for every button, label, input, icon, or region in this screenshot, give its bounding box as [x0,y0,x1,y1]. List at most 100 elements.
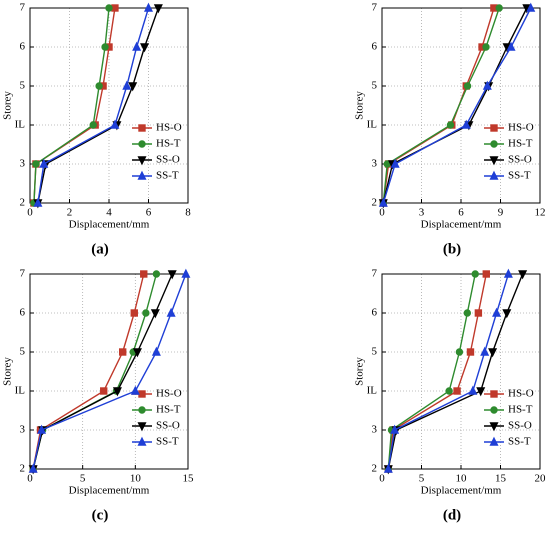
y-tick-label: 7 [372,2,378,14]
marker [130,385,140,395]
plot-frame [29,273,189,470]
legend-label: SS-T [156,436,179,448]
series-line [33,7,116,204]
legend-label: HS-O [508,122,534,134]
marker [132,41,142,51]
legend-label: SS-O [156,154,180,166]
marker [490,406,498,414]
panel: 0 2 4 6 823IL567Displacement/mmStorey(a)HS-O… [2,2,192,258]
y-tick-label: IL [367,385,378,397]
marker [476,387,486,397]
marker [33,197,43,207]
x-tick-label: 4 [106,207,112,219]
y-tick-label: 7 [20,268,26,280]
legend-label: HS-T [156,404,181,416]
y-tick-label: 5 [372,346,378,358]
legend-label: SS-O [508,420,532,432]
plot-frame [381,273,541,470]
x-tick-label: 15 [183,473,195,485]
panel-label: (a) [91,241,109,257]
y-axis-label: Storey [2,357,14,386]
marker [474,309,483,317]
x-tick-label: 12 [535,207,546,219]
marker [130,309,138,317]
panel: 0 5 10 15 20 2 3 IL 5 6 7 Displacement/mm Storey (d) H… [354,268,546,524]
x-tick-label: 2 [67,207,73,219]
panel-label: (d) [443,507,461,523]
series-line [32,273,145,470]
marker [490,140,498,148]
x-tick-label: 0 [379,473,385,485]
marker [153,4,163,14]
marker [468,385,478,395]
series-line [387,273,510,470]
series-line [382,7,500,204]
marker [150,309,160,319]
x-tick-label: 3 [419,207,425,219]
marker [142,309,150,317]
marker [503,268,513,278]
marker [128,82,138,92]
marker [378,197,388,207]
marker [482,270,490,278]
marker [383,463,393,473]
x-tick-label: 5 [80,473,86,485]
marker [101,43,109,51]
legend-label: SS-O [508,154,532,166]
marker [466,348,475,356]
series-line [37,7,160,204]
y-tick-label: IL [15,119,26,131]
marker [167,270,177,280]
marker [151,346,161,356]
marker [463,82,472,90]
marker [390,424,400,434]
y-tick-label: 3 [20,158,26,170]
marker [489,422,499,432]
legend-label: HS-O [508,388,534,400]
y-tick-label: 3 [20,424,26,436]
marker [28,463,38,473]
y-tick-label: 6 [20,41,26,53]
marker [489,170,499,180]
marker [137,156,147,166]
marker [105,4,113,12]
marker [526,2,536,12]
x-tick-label: 6 [146,207,152,219]
marker [482,80,492,90]
plot-frame [381,7,541,204]
marker [39,158,49,168]
y-tick-label: 7 [372,268,378,280]
marker [32,160,40,168]
marker [132,348,142,358]
y-tick-label: 2 [372,463,378,475]
marker [506,41,516,51]
y-tick-label: 2 [20,197,26,209]
x-tick-label: 10 [456,473,468,485]
y-tick-label: 6 [372,41,378,53]
marker [471,270,479,278]
marker [152,270,161,278]
x-axis-label: Displacement/mm [69,219,150,231]
y-tick-label: 6 [20,307,26,319]
series-line [387,273,476,470]
marker [122,80,132,90]
x-tick-label: 8 [185,207,191,219]
y-axis-label: Storey [354,91,366,120]
marker [445,387,453,395]
series-line [382,7,532,204]
series-line [37,7,150,204]
y-tick-label: 5 [20,346,26,358]
marker [138,140,146,148]
x-tick-label: 0 [27,473,33,485]
marker [138,406,146,414]
x-tick-label: 9 [498,207,504,219]
legend-label: HS-T [508,404,533,416]
marker [137,422,147,432]
marker [137,170,147,180]
y-axis-label: Storey [354,357,366,386]
series-line [32,273,173,470]
marker [112,387,122,397]
marker [95,82,103,90]
y-tick-label: 2 [372,197,378,209]
marker [166,307,176,317]
